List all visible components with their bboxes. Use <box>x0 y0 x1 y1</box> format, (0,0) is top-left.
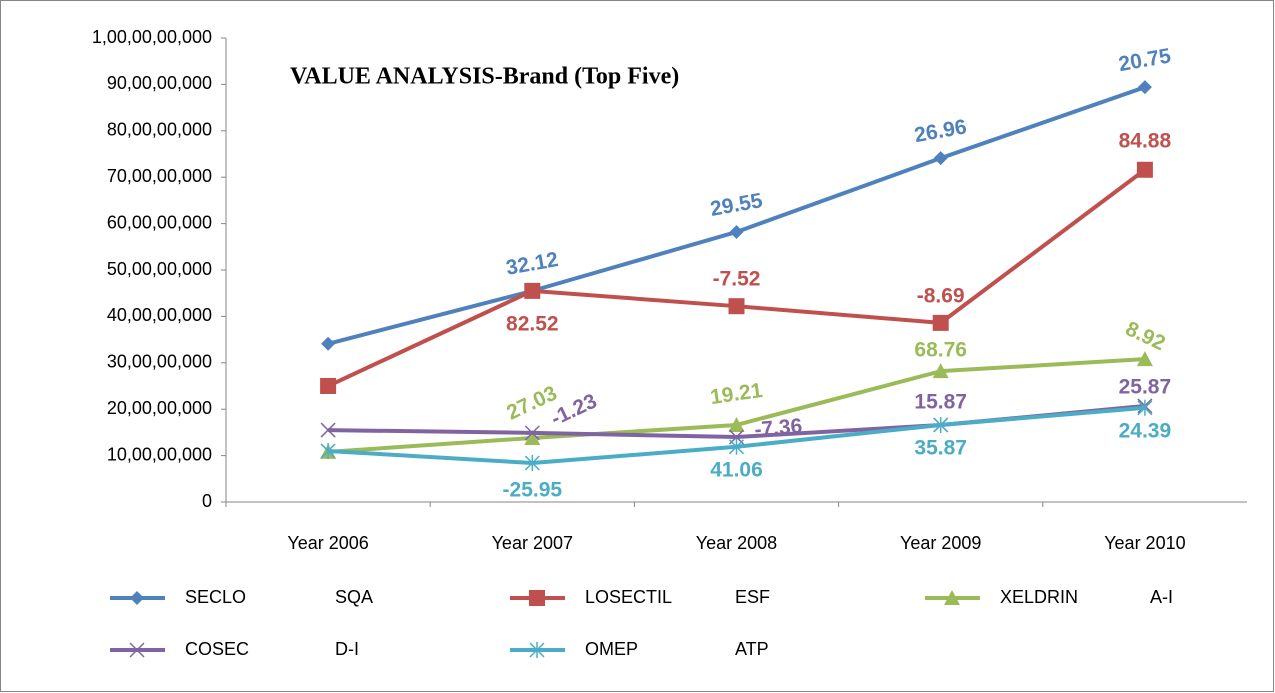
x-tick-label: Year 2009 <box>900 533 981 553</box>
data-label: 24.39 <box>1119 419 1172 442</box>
point-marker <box>524 425 540 441</box>
legend-label: COSEC <box>185 639 249 659</box>
point-marker <box>728 416 745 432</box>
x-tick-label: Year 2007 <box>492 533 573 553</box>
legend-label: LOSECTIL <box>585 587 672 607</box>
data-label: 68.76 <box>914 339 967 362</box>
point-marker <box>524 282 541 299</box>
point-marker <box>933 416 949 433</box>
y-tick-label: 10,00,00,000 <box>107 444 212 464</box>
data-label: -7.52 <box>713 268 761 291</box>
y-tick-label: 30,00,00,000 <box>107 352 212 372</box>
legend-marker <box>129 642 145 658</box>
legend-label: ATP <box>735 639 769 659</box>
point-marker <box>728 298 745 315</box>
y-tick-label: 0 <box>202 491 212 511</box>
legend-label: A-I <box>1150 587 1173 607</box>
data-label: -8.69 <box>917 284 965 307</box>
data-label: 35.87 <box>914 437 967 460</box>
x-tick-label: Year 2008 <box>696 533 777 553</box>
legend-marker <box>944 590 960 605</box>
data-label: -25.95 <box>503 479 563 502</box>
point-marker <box>524 455 540 472</box>
point-marker <box>320 442 336 459</box>
legend-label: D-I <box>335 639 359 659</box>
point-marker <box>320 422 336 438</box>
data-label: -7.36 <box>754 415 804 442</box>
point-marker <box>1136 161 1153 178</box>
data-label: 25.87 <box>1119 375 1172 398</box>
point-marker <box>1137 80 1152 95</box>
y-tick-label: 90,00,00,000 <box>107 73 212 93</box>
point-marker <box>524 429 541 445</box>
legend-label: SECLO <box>185 587 246 607</box>
y-tick-label: 40,00,00,000 <box>107 305 212 325</box>
legend-label: SQA <box>335 587 373 607</box>
data-label: 82.52 <box>506 312 559 335</box>
point-marker <box>320 378 337 394</box>
chart-title: VALUE ANALYSIS-Brand (Top Five) <box>290 64 679 90</box>
point-marker <box>729 224 744 239</box>
legend-label: XELDRIN <box>1000 587 1078 607</box>
legend-marker <box>529 642 545 658</box>
data-label: 15.87 <box>914 391 967 414</box>
point-marker <box>1137 399 1153 416</box>
y-tick-label: 20,00,00,000 <box>107 398 212 418</box>
y-tick-label: 60,00,00,000 <box>107 212 212 232</box>
data-label: 84.88 <box>1119 129 1172 152</box>
point-marker <box>321 336 336 351</box>
legend-marker <box>130 591 144 605</box>
point-marker <box>932 314 949 331</box>
legend-label: OMEP <box>585 639 638 659</box>
point-marker <box>1136 351 1153 367</box>
point-marker <box>933 151 948 166</box>
legend-label: ESF <box>735 587 770 607</box>
legend-marker <box>529 590 545 606</box>
point-marker <box>728 438 745 455</box>
data-label: 41.06 <box>710 458 763 481</box>
point-marker <box>932 363 949 379</box>
y-tick-label: 1,00,00,00,000 <box>92 27 212 47</box>
y-tick-label: 70,00,00,000 <box>107 166 212 186</box>
y-tick-label: 50,00,00,000 <box>107 259 212 279</box>
x-tick-label: Year 2010 <box>1104 533 1185 553</box>
y-tick-label: 80,00,00,000 <box>107 120 212 140</box>
x-tick-label: Year 2006 <box>287 533 368 553</box>
